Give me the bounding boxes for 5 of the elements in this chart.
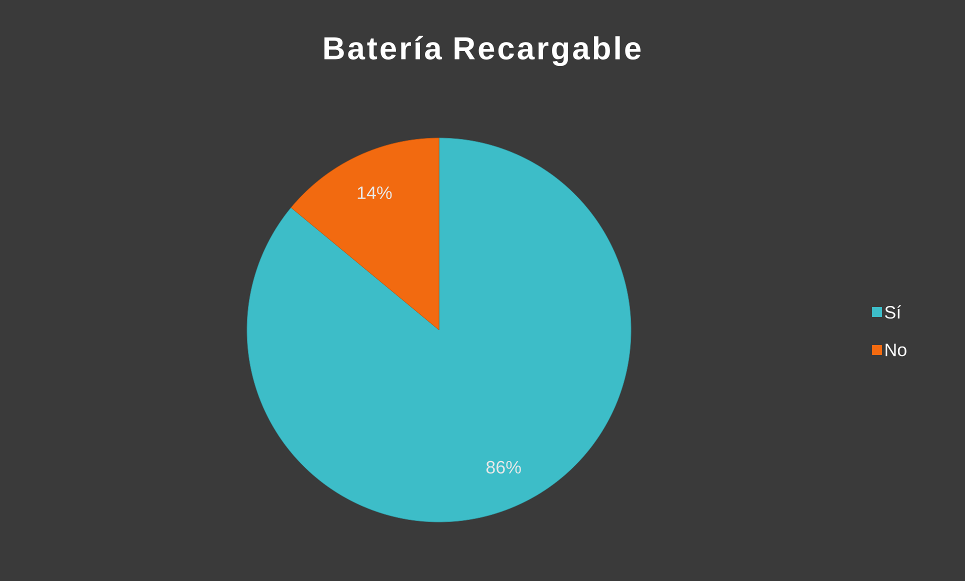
data-label: 14%	[358, 186, 392, 200]
legend-label: No	[886, 344, 906, 356]
legend-label: Sí	[885, 305, 902, 319]
chart-title: Batería Recargable	[324, 36, 641, 66]
data-label: 86%	[486, 460, 521, 474]
